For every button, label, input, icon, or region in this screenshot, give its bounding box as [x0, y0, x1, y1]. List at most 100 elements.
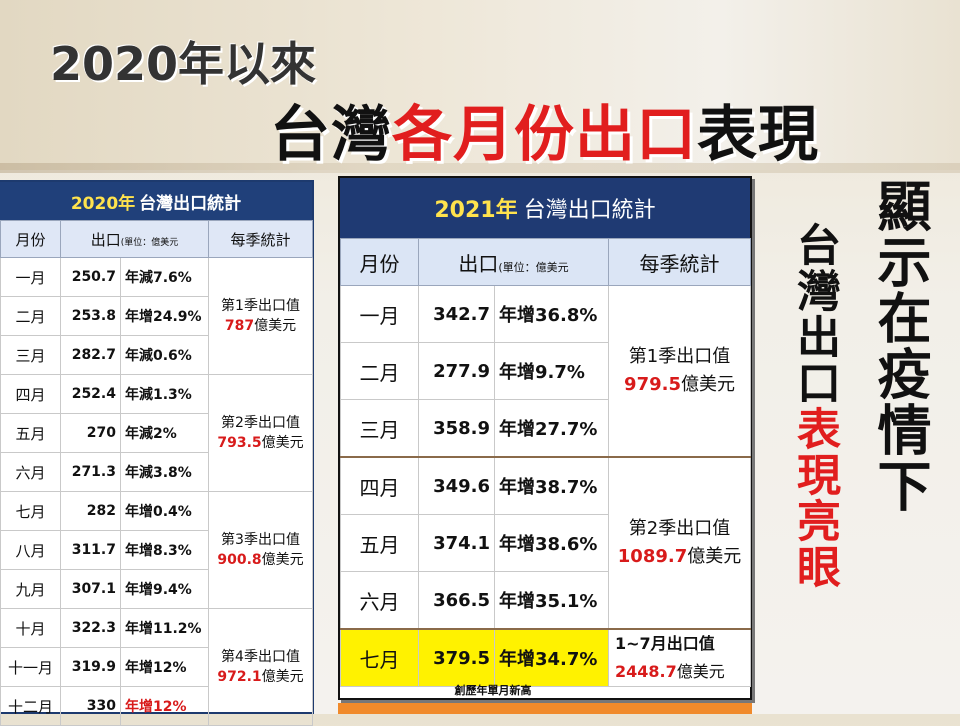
- value-cell: 253.8: [60, 296, 121, 336]
- change-cell: 年增35.1%: [493, 571, 610, 630]
- value-cell: 374.1: [418, 514, 495, 572]
- table-2020: 2020年 台灣出口統計 月份 出口(單位：億美元 每季統計 一月 250.7 …: [0, 180, 314, 726]
- change-cell: 年增27.7%: [493, 399, 610, 458]
- table-row: 三月 358.9 年增27.7%: [340, 399, 751, 458]
- header-background: [0, 0, 960, 170]
- title-line2: 台灣各月份出口表現: [270, 86, 819, 173]
- month-cell: 五月: [340, 514, 419, 572]
- table-2020-header: 2020年 台灣出口統計: [0, 182, 312, 220]
- value-cell: 282.7: [60, 335, 121, 375]
- value-cell: 250.7: [60, 257, 121, 297]
- change-cell: 年增9.7%: [493, 342, 610, 400]
- value-cell: 358.9: [418, 399, 495, 458]
- month-cell: 一月: [0, 257, 61, 297]
- table-row: 五月 270 年減2%: [0, 413, 313, 453]
- table-2020-title: 台灣出口統計: [139, 193, 242, 214]
- change-cell: 年增0.4%: [120, 491, 209, 531]
- table-2020-grid: 月份 出口(單位：億美元 每季統計 一月 250.7 年減7.6% 第1季出口值…: [0, 220, 313, 726]
- change-cell: 年減7.6%: [120, 257, 209, 297]
- month-cell: 十二月: [0, 686, 61, 726]
- table-row: 八月 311.7 年增8.3%: [0, 530, 313, 570]
- table-2021-year: 2021年: [434, 198, 518, 223]
- quarter-label: 第2季出口值: [221, 415, 300, 431]
- quarter-label: 第1季出口值: [221, 298, 300, 314]
- record-note: 創歷年單月新高: [454, 684, 532, 697]
- value-cell: 277.9: [418, 342, 495, 400]
- table-row: 五月 374.1 年增38.6%: [340, 514, 751, 572]
- col-quarter: 每季統計: [208, 220, 313, 258]
- month-cell: 三月: [0, 335, 61, 375]
- month-cell: 一月: [340, 285, 419, 343]
- col-month: 月份: [0, 220, 61, 258]
- table-row: 二月 277.9 年增9.7%: [340, 342, 751, 400]
- side-left-b: 表現亮眼: [789, 406, 840, 590]
- month-cell: 二月: [0, 296, 61, 336]
- col-export: 出口(單位：億美元: [60, 220, 209, 258]
- value-cell: 330: [60, 686, 121, 726]
- quarter-value: 900.8: [217, 552, 262, 568]
- table-row: 一月 342.7 年增36.8% 第1季出口值 979.5億美元: [340, 285, 752, 458]
- month-cell: 二月: [340, 342, 419, 400]
- change-cell: 年減1.3%: [120, 374, 209, 414]
- quarter-unit: 億美元: [261, 669, 304, 685]
- table-row: 四月 349.6 年增38.7% 第2季出口值 1089.7億美元: [340, 456, 752, 630]
- table-row: 十月 322.3 年增11.2% 第4季出口值 972.1億美元: [0, 608, 313, 726]
- quarter-unit: 億美元: [680, 374, 735, 395]
- quarter-label: 第1季出口值: [628, 346, 731, 367]
- table-2020-year: 2020年: [70, 193, 136, 214]
- orange-bar: [338, 703, 752, 714]
- change-cell: 年減2%: [120, 413, 209, 453]
- title-line1: 2020年以來: [50, 37, 317, 91]
- value-cell: 252.4: [60, 374, 121, 414]
- table-row: 四月 252.4 年減1.3% 第2季出口值 793.5億美元: [0, 374, 313, 492]
- col-export-unit: (單位：億美元: [120, 237, 179, 248]
- change-cell: 年減0.6%: [120, 335, 209, 375]
- col-export: 出口(單位：億美元: [417, 238, 610, 286]
- change-cell: 年減3.8%: [120, 452, 209, 492]
- change-cell: 年增24.9%: [120, 296, 209, 336]
- quarter-value: 972.1: [217, 669, 262, 685]
- col-export-label: 出口: [90, 230, 121, 249]
- change-cell: 年增9.4%: [120, 569, 209, 609]
- side-text-right: 顯示在疫情下: [868, 178, 931, 514]
- quarter-value: 787: [224, 318, 255, 334]
- quarter-cell: 第2季出口值 793.5億美元: [208, 374, 313, 492]
- table-2021-grid: 月份 出口(單位：億美元 每季統計 一月 342.7 年增36.8% 第1季出口…: [340, 238, 752, 687]
- total-value: 2448.7: [615, 662, 677, 681]
- quarter-label: 第4季出口值: [221, 649, 300, 665]
- col-month: 月份: [340, 238, 419, 286]
- change-cell: 年增11.2%: [120, 608, 209, 648]
- quarter-label: 第3季出口值: [221, 532, 300, 548]
- month-cell: 六月: [340, 571, 419, 630]
- change-cell: 年增38.7%: [493, 456, 610, 515]
- value-cell: 311.7: [60, 530, 121, 570]
- change-cell: 年增34.7%: [493, 628, 610, 687]
- total-unit: 億美元: [676, 662, 725, 681]
- month-cell: 五月: [0, 413, 61, 453]
- value-cell: 307.1: [60, 569, 121, 609]
- value-cell: 282: [60, 491, 121, 531]
- quarter-unit: 億美元: [687, 546, 742, 567]
- month-cell: 十月: [0, 608, 61, 648]
- title-part-a: 台灣: [270, 100, 392, 170]
- value-cell: 270: [60, 413, 121, 453]
- table-2021-header: 2021年 台灣出口統計: [340, 178, 750, 238]
- col-export-unit: (單位：億美元: [498, 260, 569, 274]
- change-cell: 年增12%: [120, 686, 209, 726]
- quarter-value: 793.5: [217, 435, 262, 451]
- side-text-left: 台灣出口表現亮眼: [789, 222, 840, 590]
- month-cell: 七月: [340, 628, 419, 687]
- month-cell: 九月: [0, 569, 61, 609]
- col-export-label: 出口: [458, 251, 499, 276]
- table-2021-title: 台灣出口統計: [523, 198, 656, 223]
- total-cell: 1~7月出口值 2448.7億美元: [608, 628, 752, 687]
- table-row-highlight: 七月 379.5 年增34.7% 1~7月出口值 2448.7億美元: [340, 628, 752, 687]
- table-row: 三月 282.7 年減0.6%: [0, 335, 313, 375]
- change-cell: 年增38.6%: [493, 514, 610, 572]
- month-cell: 三月: [340, 399, 419, 458]
- quarter-cell: 第2季出口值 1089.7億美元: [608, 456, 752, 630]
- total-label: 1~7月出口值: [615, 634, 715, 653]
- table-row: 七月 282 年增0.4% 第3季出口值 900.8億美元: [0, 491, 313, 609]
- value-cell: 319.9: [60, 647, 121, 687]
- title-part-c: 表現: [697, 100, 819, 170]
